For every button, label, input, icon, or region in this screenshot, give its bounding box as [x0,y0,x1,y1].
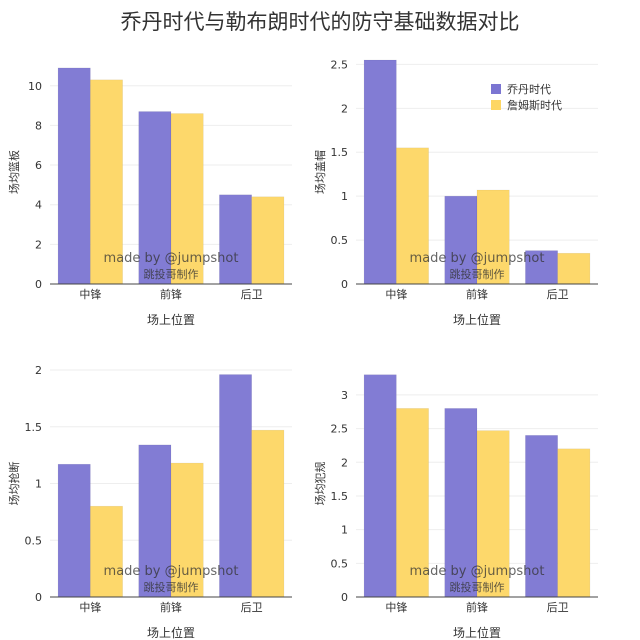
blocks-xtick-label: 前锋 [466,287,488,301]
legend-swatch-james-era [491,100,501,110]
steals-bar-james-era [251,429,285,598]
blocks-watermark-text: made by @jumpshot [410,251,545,266]
fouls-watermark-subtext: 跳投哥制作 [450,580,505,594]
fouls-ytick-label: 1.5 [331,490,349,503]
fouls-ytick-label: 1 [341,524,348,537]
fouls-ytick-label: 3 [341,389,348,402]
steals-y-axis-title: 场均抢断 [7,462,21,506]
fouls-bar-james-era [476,430,510,598]
rebounds-ytick-label: 4 [35,199,42,212]
fouls-xtick-label: 中锋 [385,601,407,614]
blocks-bar-james-era [476,189,510,285]
fouls-bar-jordan-era [525,435,558,598]
legend-swatch-jordan-era [491,84,501,94]
rebounds-y-axis-title: 场均篮板 [7,150,21,194]
steals-watermark-subtext: 跳投哥制作 [144,580,199,594]
blocks-xtick-label: 后卫 [547,288,569,301]
steals-watermark-text: made by @jumpshot [104,564,239,579]
fouls-bar-jordan-era [363,374,397,598]
rebounds-ytick-label: 8 [35,119,42,132]
steals-xtick-label: 中锋 [79,601,101,614]
legend-label-jordan-era: 乔丹时代 [507,83,551,96]
steals-ytick-label: 2 [35,364,42,377]
steals-bar-james-era [90,505,123,598]
blocks-ytick-label: 2.5 [331,58,349,71]
fouls-bar-james-era [396,408,429,598]
steals-bar-jordan-era [219,374,252,598]
figure-title: 乔丹时代与勒布朗时代的防守基础数据对比 [120,10,520,34]
blocks-y-axis-title: 场均盖帽 [313,150,327,194]
legend-label-james-era: 詹姆斯时代 [507,98,562,112]
rebounds-bar-jordan-era [57,67,91,285]
blocks-bar-james-era [557,252,591,285]
fouls-watermark-text: made by @jumpshot [410,564,545,579]
rebounds-x-axis-title: 场上位置 [147,312,195,327]
steals-bar-jordan-era [138,444,172,598]
blocks-xtick-label: 中锋 [385,288,407,301]
blocks-x-axis-title: 场上位置 [453,312,501,327]
blocks-ytick-label: 1.5 [331,146,349,159]
rebounds-bar-james-era [90,79,123,285]
steals-ytick-label: 0 [35,591,42,604]
rebounds-bar-jordan-era [219,194,252,285]
rebounds-bar-james-era [170,113,204,285]
fouls-xtick-label: 后卫 [547,601,569,614]
fouls-bar-jordan-era [444,408,478,598]
rebounds-ytick-label: 10 [28,80,42,93]
rebounds-xtick-label: 后卫 [241,288,263,301]
fouls-x-axis-title: 场上位置 [453,625,501,640]
fouls-ytick-label: 0.5 [331,557,349,570]
steals-bar-jordan-era [57,463,91,598]
blocks-bar-james-era [396,147,429,285]
blocks-ytick-label: 1 [341,190,348,203]
steals-ytick-label: 1.5 [25,421,43,434]
steals-x-axis-title: 场上位置 [147,625,195,640]
blocks-bar-jordan-era [363,59,397,285]
fouls-bar-james-era [557,448,591,598]
rebounds-watermark-subtext: 跳投哥制作 [144,267,199,281]
fouls-ytick-label: 2.5 [331,423,349,436]
blocks-ytick-label: 2 [341,102,348,115]
fouls-y-axis-title: 场均犯规 [313,462,327,506]
steals-ytick-label: 1 [35,478,42,491]
blocks-ytick-label: 0.5 [331,234,349,247]
blocks-ytick-label: 0 [341,278,348,291]
steals-xtick-label: 后卫 [241,601,263,614]
fouls-ytick-label: 2 [341,456,348,469]
rebounds-watermark-text: made by @jumpshot [104,251,239,266]
blocks-watermark-subtext: 跳投哥制作 [450,267,505,281]
rebounds-xtick-label: 中锋 [79,288,101,301]
steals-bar-james-era [170,462,204,598]
fouls-xtick-label: 前锋 [466,600,488,614]
rebounds-ytick-label: 6 [35,159,42,172]
fouls-ytick-label: 0 [341,591,348,604]
steals-xtick-label: 前锋 [160,600,182,614]
rebounds-bar-james-era [251,196,285,285]
rebounds-xtick-label: 前锋 [160,287,182,301]
rebounds-bar-jordan-era [138,111,172,285]
rebounds-ytick-label: 0 [35,278,42,291]
steals-ytick-label: 0.5 [25,534,43,547]
rebounds-ytick-label: 2 [35,238,42,251]
